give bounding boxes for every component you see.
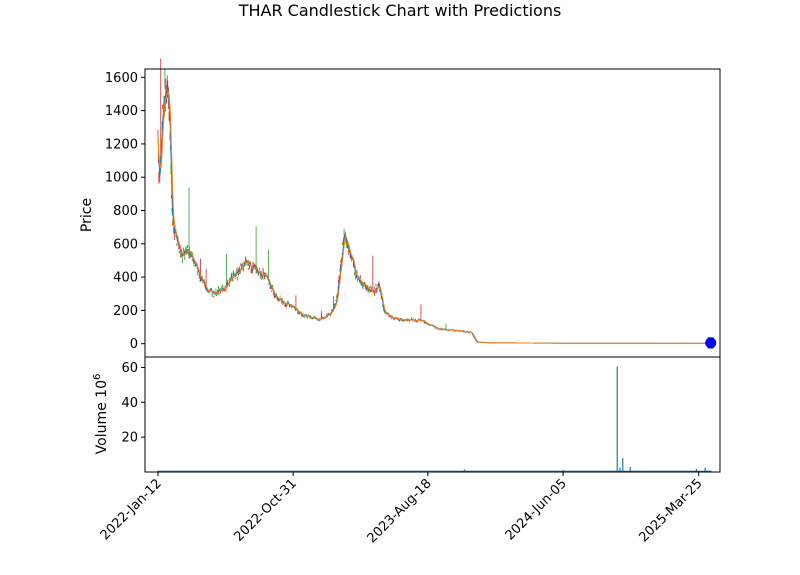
price-axis-label: Price xyxy=(79,198,95,232)
price-panel-frame xyxy=(144,68,721,358)
price-y-tick-label: 800 xyxy=(113,204,138,219)
volume-bar xyxy=(463,469,466,472)
volume-bars xyxy=(157,366,712,472)
x-axis-ticks: 2022-Jan-12 2022-Oct-31 2023-Aug-18 2024-Ju… xyxy=(98,472,706,546)
price-y-tick-label: 600 xyxy=(113,237,138,252)
x-tick-label: 2022-Oct-31 xyxy=(231,476,299,544)
volume-bar xyxy=(622,458,624,472)
volume-panel: 20 40 60 Volume 106 xyxy=(92,356,721,473)
x-tick-label: 2024-Jun-05 xyxy=(503,476,570,543)
volume-y-ticks: 20 40 60 xyxy=(121,361,145,446)
volume-axis-label-text: Volume 10 xyxy=(94,380,110,454)
volume-bar xyxy=(704,467,706,472)
volume-axis-exponent: 6 xyxy=(92,374,103,380)
volume-y-tick-label: 20 xyxy=(121,431,138,446)
volume-axis-label: Volume 106 xyxy=(92,374,110,455)
volume-bar xyxy=(695,468,697,472)
price-line-short xyxy=(157,87,712,344)
price-y-tick-label: 0 xyxy=(130,337,138,352)
x-tick-label: 2022-Jan-12 xyxy=(98,476,165,543)
price-line-long xyxy=(157,90,712,344)
volume-y-tick-label: 40 xyxy=(121,396,138,411)
volume-baseline xyxy=(157,470,712,472)
price-y-tick-label: 400 xyxy=(113,271,138,286)
price-y-tick-label: 1400 xyxy=(105,104,138,119)
price-y-tick-label: 1000 xyxy=(105,171,138,186)
volume-bar xyxy=(562,469,564,472)
price-wicks xyxy=(157,58,483,343)
chart-title: THAR Candlestick Chart with Predictions xyxy=(238,1,562,20)
volume-bar xyxy=(157,470,159,472)
volume-bar xyxy=(629,466,631,472)
price-y-ticks: 0 200 400 600 800 1000 1200 1400 1600 xyxy=(105,71,145,352)
volume-bar xyxy=(616,366,618,472)
price-y-tick-label: 200 xyxy=(113,304,138,319)
price-panel: 0 200 400 600 800 1000 1200 1400 1600 Price xyxy=(79,58,721,358)
price-lines xyxy=(157,87,717,349)
volume-bar xyxy=(619,467,621,472)
volume-y-tick-label: 60 xyxy=(121,361,138,376)
price-y-tick-label: 1600 xyxy=(105,71,138,86)
price-y-tick-label: 1200 xyxy=(105,137,138,152)
x-tick-label: 2025-Mar-25 xyxy=(636,476,705,545)
prediction-marker-bar xyxy=(707,337,714,349)
x-tick-label: 2023-Aug-18 xyxy=(365,476,435,546)
volume-panel-frame xyxy=(144,356,721,473)
